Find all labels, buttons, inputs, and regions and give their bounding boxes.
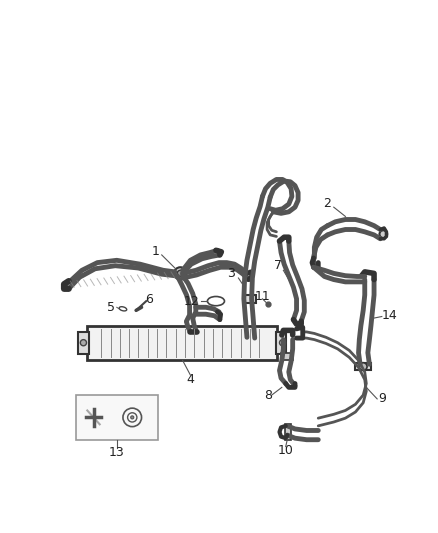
- Text: 13: 13: [109, 446, 125, 459]
- Text: 7: 7: [274, 259, 282, 272]
- Bar: [244, 295, 256, 303]
- Bar: [276, 332, 286, 354]
- Bar: [77, 395, 158, 440]
- Circle shape: [379, 230, 387, 238]
- Bar: [87, 326, 277, 360]
- Circle shape: [359, 363, 367, 370]
- Circle shape: [279, 340, 286, 346]
- Circle shape: [131, 416, 134, 419]
- Text: 10: 10: [278, 444, 293, 457]
- Text: 9: 9: [378, 392, 386, 406]
- Text: 6: 6: [145, 293, 153, 306]
- Text: 14: 14: [381, 309, 397, 322]
- Text: 3: 3: [227, 267, 235, 280]
- Bar: [281, 353, 293, 360]
- Text: 8: 8: [264, 389, 272, 401]
- Text: 5: 5: [106, 301, 115, 314]
- Circle shape: [80, 340, 87, 346]
- Text: 4: 4: [187, 373, 194, 386]
- Circle shape: [177, 270, 184, 277]
- Text: 2: 2: [324, 197, 332, 210]
- Text: 1: 1: [152, 245, 159, 259]
- Bar: [78, 332, 89, 354]
- Circle shape: [174, 267, 187, 280]
- Bar: [285, 424, 291, 440]
- Text: 11: 11: [254, 290, 270, 303]
- Text: 12: 12: [184, 295, 200, 308]
- Bar: [356, 363, 371, 370]
